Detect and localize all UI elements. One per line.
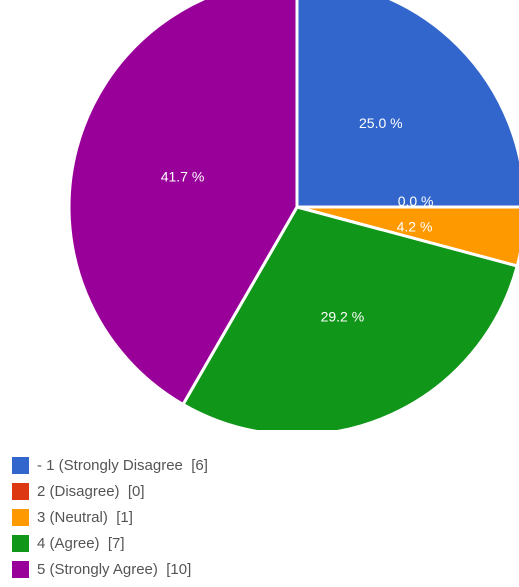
legend-item[interactable]: 3 (Neutral) [1] (12, 504, 208, 530)
pie-slice[interactable] (67, 0, 299, 406)
pie-slices (67, 0, 519, 430)
legend-item[interactable]: 4 (Agree) [7] (12, 530, 208, 556)
legend-item[interactable]: - 1 (Strongly Disagree [6] (12, 452, 208, 478)
pie-slice[interactable] (295, 0, 519, 209)
pie-slice-label: 41.7 % (161, 168, 205, 184)
pie-slice-labels: 25.0 % 0.0 % 4.2 % 29.2 % 41.7 % (161, 115, 434, 324)
legend-label: - 1 (Strongly Disagree [6] (37, 456, 208, 474)
legend-swatch (12, 482, 29, 500)
pie-slice-label: 0.0 % (398, 193, 434, 209)
legend-swatch (12, 508, 29, 526)
legend-swatch (12, 456, 29, 474)
pie-slice-label: 29.2 % (321, 309, 365, 325)
pie-slice[interactable] (181, 205, 519, 430)
legend-label: 5 (Strongly Agree) [10] (37, 560, 192, 578)
legend-label: 3 (Neutral) [1] (37, 508, 133, 526)
legend-item[interactable]: 2 (Disagree) [0] (12, 478, 208, 504)
legend-item[interactable]: 5 (Strongly Agree) [10] (12, 556, 208, 582)
pie-slice-label: 4.2 % (397, 219, 433, 235)
legend-label: 4 (Agree) [7] (37, 534, 125, 552)
pie-slice-label: 25.0 % (359, 115, 403, 131)
pie-chart: 25.0 % 0.0 % 4.2 % 29.2 % 41.7 % (67, 0, 519, 430)
legend-label: 2 (Disagree) [0] (37, 482, 145, 500)
legend: - 1 (Strongly Disagree [6] 2 (Disagree) … (12, 452, 208, 582)
legend-swatch (12, 560, 29, 578)
legend-swatch (12, 534, 29, 552)
